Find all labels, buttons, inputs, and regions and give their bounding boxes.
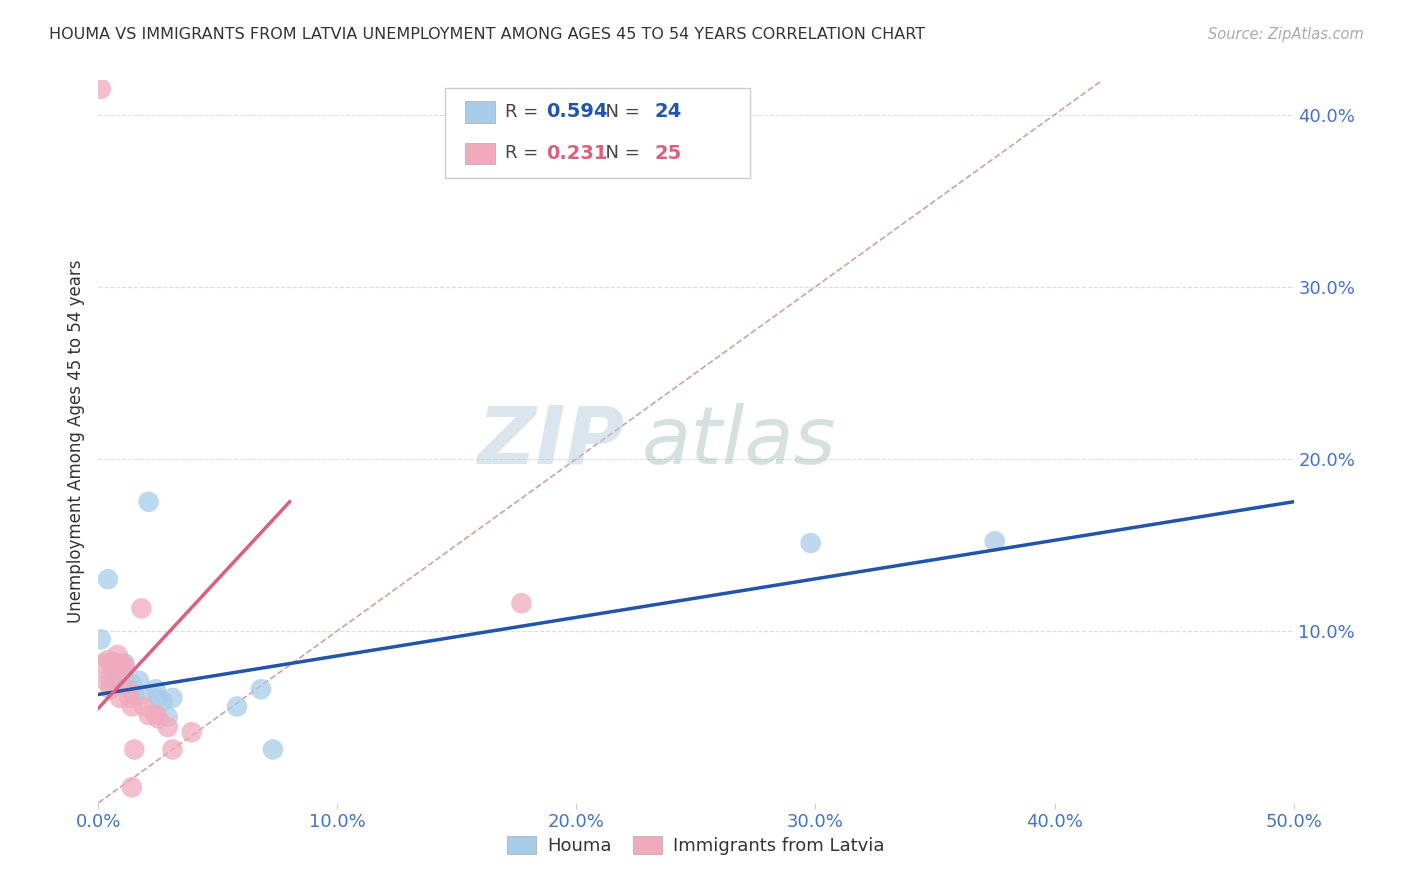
Point: [121, 699, 143, 714]
Point: [124, 687, 146, 701]
Point: [132, 687, 155, 701]
Point: [250, 682, 273, 697]
Text: R =: R =: [505, 145, 544, 162]
Point: [90, 632, 112, 647]
Point: [180, 725, 202, 739]
Point: [114, 660, 136, 674]
Point: [145, 708, 167, 723]
Point: [101, 660, 124, 674]
Point: [162, 742, 184, 756]
Text: N =: N =: [595, 145, 645, 162]
Point: [984, 534, 1007, 549]
Text: N =: N =: [595, 103, 645, 121]
Text: HOUMA VS IMMIGRANTS FROM LATVIA UNEMPLOYMENT AMONG AGES 45 TO 54 YEARS CORRELATI: HOUMA VS IMMIGRANTS FROM LATVIA UNEMPLOY…: [49, 27, 925, 42]
Point: [111, 657, 134, 671]
Point: [162, 690, 184, 705]
Text: 24: 24: [654, 103, 682, 121]
Text: atlas: atlas: [643, 402, 837, 481]
Point: [148, 712, 170, 726]
Point: [132, 699, 155, 714]
Point: [108, 690, 131, 705]
Point: [138, 708, 160, 723]
Point: [121, 677, 143, 691]
Point: [262, 742, 284, 756]
Point: [118, 690, 141, 705]
Point: [131, 601, 153, 615]
Point: [510, 596, 533, 610]
Point: [107, 670, 129, 684]
Point: [138, 494, 160, 508]
Point: [94, 673, 117, 688]
Point: [91, 657, 114, 671]
Point: [97, 572, 120, 586]
Point: [90, 82, 112, 96]
Text: R =: R =: [505, 103, 544, 121]
Point: [98, 672, 122, 686]
Point: [97, 653, 120, 667]
Point: [128, 673, 150, 688]
Y-axis label: Unemployment Among Ages 45 to 54 years: Unemployment Among Ages 45 to 54 years: [66, 260, 84, 624]
Point: [104, 670, 127, 684]
Point: [114, 657, 136, 671]
Point: [156, 720, 179, 734]
Point: [111, 677, 134, 691]
Bar: [465, 143, 495, 164]
Legend: Houma, Immigrants from Latvia: Houma, Immigrants from Latvia: [501, 829, 891, 863]
Point: [148, 690, 170, 705]
Point: [156, 710, 179, 724]
Point: [108, 665, 131, 679]
Text: ZIP: ZIP: [477, 402, 624, 481]
Point: [226, 699, 249, 714]
Point: [121, 780, 143, 795]
Point: [118, 682, 141, 697]
Point: [152, 694, 174, 708]
Text: 25: 25: [654, 144, 682, 163]
Point: [800, 536, 823, 550]
FancyBboxPatch shape: [446, 87, 749, 178]
Point: [101, 655, 124, 669]
Point: [98, 682, 122, 697]
Text: Source: ZipAtlas.com: Source: ZipAtlas.com: [1208, 27, 1364, 42]
Point: [124, 742, 146, 756]
Text: 0.231: 0.231: [547, 144, 607, 163]
Bar: [465, 101, 495, 123]
Text: 0.594: 0.594: [547, 103, 607, 121]
Point: [107, 648, 129, 662]
Point: [145, 682, 167, 697]
Point: [115, 682, 138, 697]
